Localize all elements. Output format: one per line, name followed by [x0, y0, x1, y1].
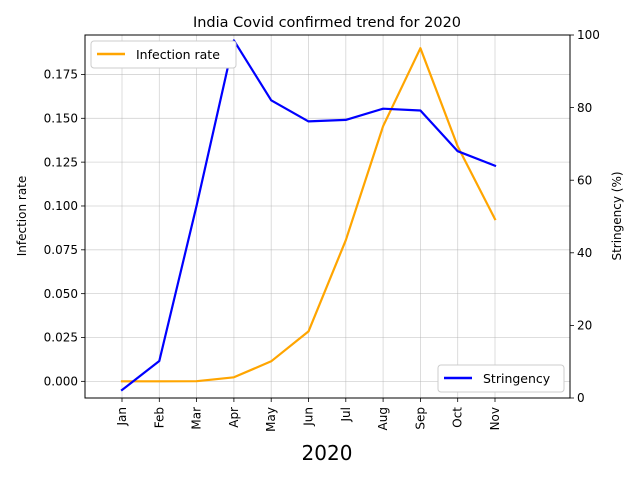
x-tick-label: Feb — [152, 407, 166, 428]
left-y-tick-label: 0.150 — [44, 111, 78, 125]
x-tick-label: May — [264, 407, 278, 432]
left-y-tick-label: 0.050 — [44, 287, 78, 301]
legend-box — [437, 364, 565, 393]
left-y-tick-label: 0.000 — [44, 375, 78, 389]
left-y-tick-label: 0.175 — [44, 68, 78, 82]
left-y-tick-label: 0.075 — [44, 243, 78, 257]
x-axis-label: 2020 — [302, 441, 353, 465]
left-y-tick-label: 0.125 — [44, 155, 78, 169]
series-line-stringency — [120, 39, 497, 392]
left-axis-label: Infection rate — [15, 176, 29, 257]
tick-layer: Jan Feb Mar Apr May Jun Jul Aug Sep Oct Nov 0.000 0.… — [44, 28, 600, 432]
series-line-infection-rate — [120, 47, 497, 383]
right-y-tick-label: 40 — [577, 246, 592, 260]
right-y-tick-label: 100 — [577, 28, 600, 42]
right-y-tick-label: 20 — [577, 319, 592, 333]
legend-infection-rate: Infection rate — [90, 40, 237, 69]
right-y-tick-label: 0 — [577, 391, 585, 405]
right-y-tick-label: 60 — [577, 173, 592, 187]
right-axis-label: Stringency (%) — [610, 171, 624, 260]
x-tick-label: Mar — [190, 407, 204, 430]
x-tick-label: Nov — [488, 407, 502, 430]
x-tick-label: Oct — [451, 407, 465, 428]
legend-box — [90, 40, 237, 69]
left-y-tick-label: 0.025 — [44, 331, 78, 345]
legend-stringency: Stringency — [437, 364, 565, 393]
x-tick-label: Jan — [115, 407, 129, 427]
x-tick-label: Jul — [339, 407, 353, 422]
x-tick-label: Apr — [227, 407, 241, 428]
left-y-tick-label: 0.100 — [44, 199, 78, 213]
x-tick-label: Aug — [376, 407, 390, 430]
chart-title: India Covid confirmed trend for 2020 — [193, 15, 461, 31]
right-y-tick-label: 80 — [577, 101, 592, 115]
plot-frame — [84, 34, 571, 399]
x-tick-label: Jun — [302, 407, 316, 427]
x-tick-label: Sep — [413, 407, 427, 430]
legend-label-infection-rate: Infection rate — [136, 47, 220, 62]
series-layer — [120, 39, 497, 392]
legend-label-stringency: Stringency — [483, 371, 551, 386]
